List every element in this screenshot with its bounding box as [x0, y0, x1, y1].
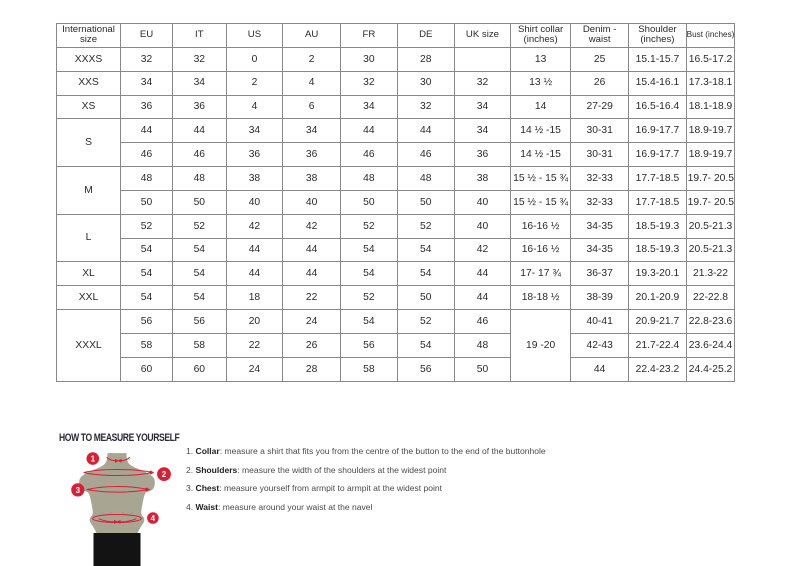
svg-text:4: 4 — [151, 514, 156, 523]
svg-text:2: 2 — [162, 470, 167, 479]
svg-text:3: 3 — [76, 486, 81, 495]
svg-text:1: 1 — [91, 455, 96, 464]
